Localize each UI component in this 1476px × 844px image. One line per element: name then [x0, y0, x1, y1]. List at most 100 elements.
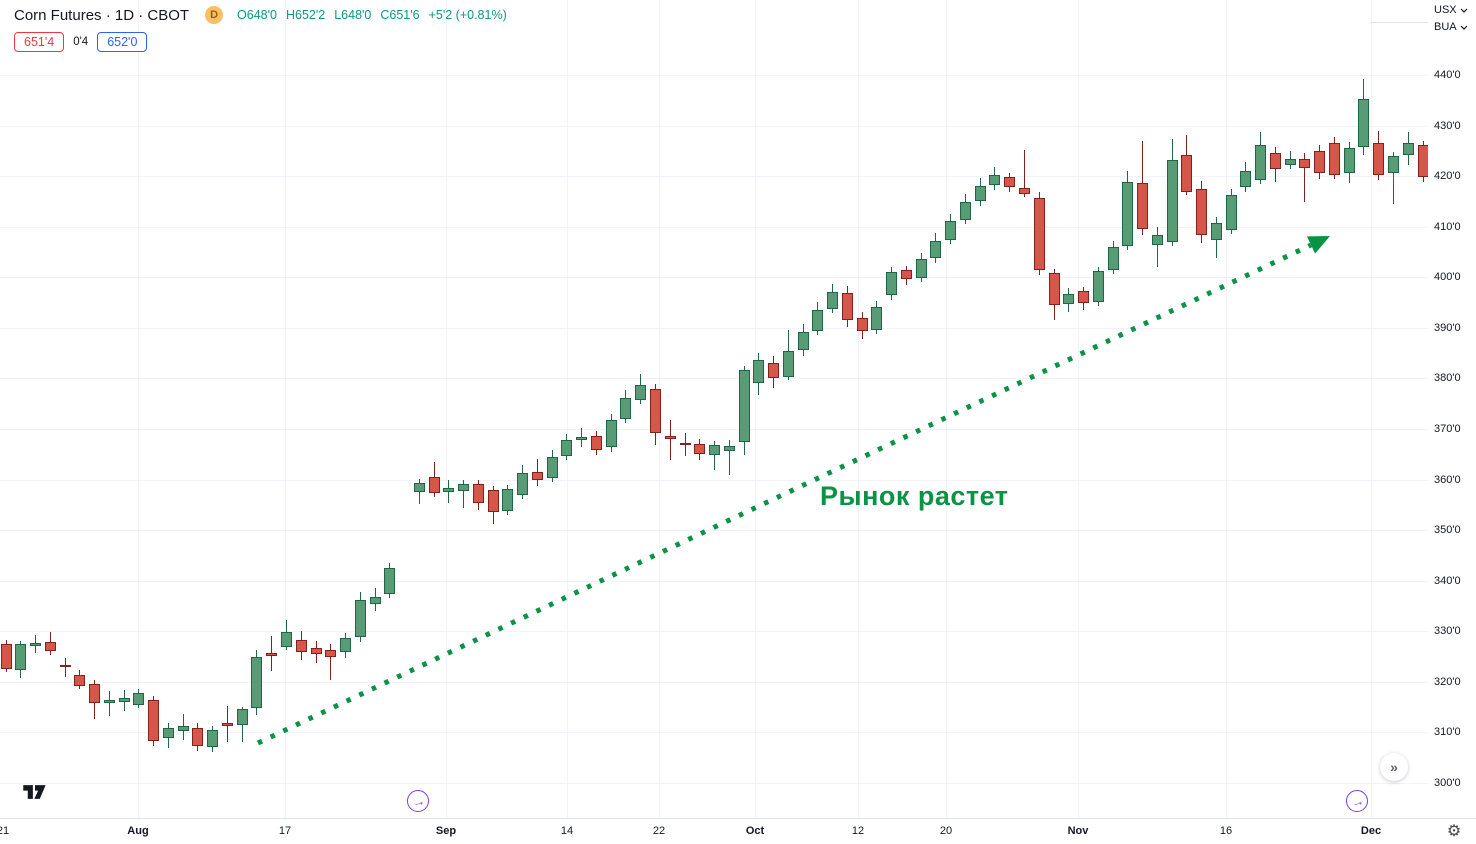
- time-tick-label: 22: [652, 825, 666, 837]
- open-value: 648'0: [246, 8, 277, 22]
- grid-line-vertical: [285, 0, 286, 818]
- price-tick-label: 350'0: [1434, 524, 1461, 537]
- grid-line-horizontal: [0, 226, 1428, 228]
- grid-line-horizontal: [0, 125, 1428, 127]
- time-tick-label: 20: [939, 825, 953, 837]
- expand-toolbar-button[interactable]: »: [1380, 753, 1408, 781]
- candle-up: [354, 599, 366, 638]
- candle-down: [310, 647, 322, 655]
- candle-down: [1314, 151, 1326, 173]
- candle-down: [1299, 159, 1311, 168]
- grid-line-vertical: [946, 0, 947, 818]
- price-scale-unit-button[interactable]: USX: [1434, 4, 1468, 16]
- price-tick-label: 300'0: [1434, 777, 1461, 789]
- candle-up: [945, 220, 957, 240]
- candle-up: [384, 568, 396, 594]
- grid-line-horizontal: [0, 429, 1428, 430]
- candle-up: [871, 307, 883, 331]
- price-scale-mode-button[interactable]: BUA: [1434, 21, 1468, 33]
- grid-line-horizontal: [0, 378, 1428, 380]
- tradingview-logo[interactable]: [20, 784, 50, 805]
- price-tick-label: 360'0: [1434, 473, 1461, 486]
- grid-line-horizontal: [0, 176, 1428, 178]
- grid-line-horizontal: [0, 75, 1428, 76]
- price-tick-label: 400'0: [1434, 271, 1461, 284]
- candle-down: [694, 443, 706, 454]
- candle-down: [487, 490, 499, 512]
- grid-line-vertical: [138, 0, 139, 818]
- price-tick-label: 320'0: [1434, 675, 1461, 688]
- time-tick-label: 21: [0, 825, 10, 837]
- candle-up: [930, 240, 942, 259]
- price-tick-label: 330'0: [1434, 625, 1461, 638]
- candle-down: [1328, 143, 1340, 176]
- price-tick-label: 440'0: [1434, 69, 1461, 81]
- candle-up: [723, 445, 735, 451]
- time-axis[interactable]: 21 Aug 17 Sep 14 22 Oct 12 20 Nov 16 Dec: [0, 818, 1476, 844]
- candlestick-plot[interactable]: [0, 0, 1428, 818]
- contract-roll-icon[interactable]: →: [407, 790, 429, 812]
- candle-up: [546, 456, 558, 479]
- candle-down: [664, 436, 676, 439]
- candle-wick: [1392, 151, 1394, 204]
- grid-line-vertical: [567, 0, 568, 818]
- candle-down: [679, 443, 691, 446]
- candle-up: [369, 597, 381, 605]
- price-tick-label: 430'0: [1434, 119, 1461, 132]
- price-tick-label: 410'0: [1434, 220, 1461, 233]
- candle-down: [841, 292, 853, 321]
- candle-down: [472, 483, 484, 503]
- time-tick-label: 14: [560, 825, 574, 837]
- chevron-down-icon: [1460, 25, 1468, 30]
- candle-down: [1137, 183, 1148, 229]
- price-tick-label: 310'0: [1434, 726, 1461, 739]
- candle-up: [1358, 99, 1370, 147]
- candle-up: [576, 436, 588, 441]
- grid-line-vertical: [1078, 0, 1079, 818]
- ask-price-button[interactable]: 652'0: [97, 32, 148, 52]
- bid-price-button[interactable]: 651'4: [14, 32, 65, 52]
- change-value: +5'2 (+0.81%): [428, 8, 507, 22]
- candle-up: [1225, 194, 1237, 230]
- time-tick-label: Dec: [1360, 825, 1382, 837]
- candle-up: [959, 202, 971, 220]
- candle-wick: [669, 420, 671, 460]
- grid-line-vertical: [446, 0, 447, 818]
- price-tick-label: 420'0: [1434, 170, 1461, 183]
- candle-up: [177, 726, 189, 732]
- symbol-title[interactable]: Corn Futures · 1D · CBOT: [14, 6, 190, 24]
- candle-up: [1402, 143, 1414, 155]
- price-tick-label: 370'0: [1434, 423, 1461, 435]
- candle-down: [1078, 290, 1089, 304]
- price-axis[interactable]: USX BUA 440'0 430'0 420'0 410'0 400'0 390'0 38…: [1428, 0, 1476, 818]
- candle-down: [900, 270, 912, 280]
- candle-up: [443, 487, 455, 492]
- candle-up: [280, 631, 292, 647]
- candle-up: [15, 643, 27, 671]
- trend-annotation-label[interactable]: Рынок растет: [820, 481, 1009, 511]
- candle-down: [1417, 144, 1428, 178]
- candle-down: [89, 683, 101, 704]
- grid-line-vertical: [1371, 0, 1372, 818]
- grid-line-horizontal: [0, 530, 1428, 532]
- interval-badge[interactable]: D: [205, 6, 224, 24]
- candle-down: [44, 641, 56, 652]
- grid-line-horizontal: [0, 580, 1428, 582]
- candle-down: [0, 644, 12, 670]
- contract-roll-icon[interactable]: →: [1346, 790, 1368, 812]
- candle-wick: [1156, 226, 1158, 267]
- candle-down: [1181, 154, 1193, 192]
- time-tick-label: 17: [278, 825, 292, 837]
- candle-up: [1151, 234, 1163, 245]
- candle-up: [207, 730, 219, 747]
- candle-up: [1122, 182, 1134, 247]
- price-tick-label: 390'0: [1434, 321, 1461, 334]
- grid-line-horizontal: [0, 327, 1428, 329]
- low-value: 648'0: [341, 8, 372, 22]
- candle-up: [753, 359, 765, 384]
- candle-down: [1196, 188, 1208, 235]
- candle-up: [1284, 159, 1296, 166]
- axis-settings-gear-icon[interactable]: ⚙: [1446, 823, 1462, 840]
- price-tick-label: 340'0: [1434, 574, 1461, 587]
- time-tick-label: Aug: [127, 825, 149, 837]
